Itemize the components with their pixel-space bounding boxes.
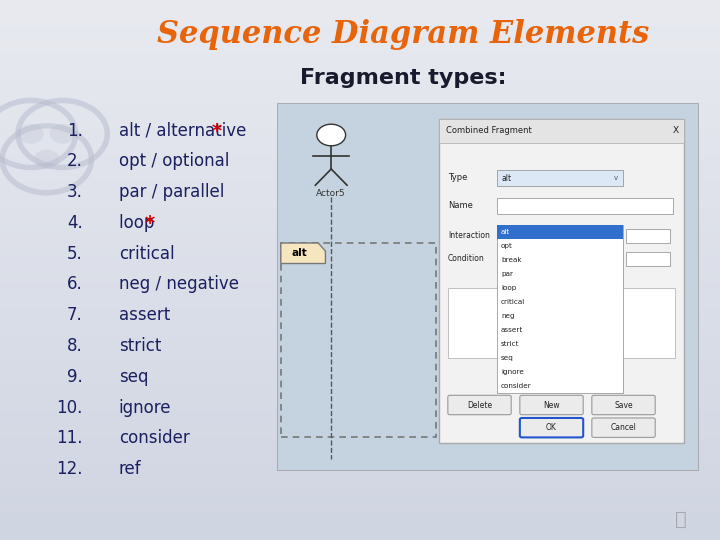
FancyBboxPatch shape — [448, 395, 511, 415]
Text: 2.: 2. — [67, 152, 83, 170]
FancyBboxPatch shape — [520, 395, 583, 415]
Text: neg: neg — [501, 313, 515, 319]
Text: alt: alt — [501, 228, 510, 235]
Text: 6.: 6. — [67, 275, 83, 293]
Text: consider: consider — [501, 383, 532, 389]
Text: 7.: 7. — [67, 306, 83, 324]
Text: Delete: Delete — [467, 401, 492, 409]
Text: Interaction: Interaction — [448, 231, 490, 240]
FancyBboxPatch shape — [277, 103, 698, 470]
FancyBboxPatch shape — [448, 288, 675, 358]
Text: Combined Fragment: Combined Fragment — [446, 126, 532, 135]
Text: seq: seq — [119, 368, 148, 386]
Polygon shape — [281, 243, 325, 264]
FancyBboxPatch shape — [439, 119, 684, 143]
Text: OK: OK — [546, 423, 557, 432]
Text: 11.: 11. — [56, 429, 83, 447]
Text: assert: assert — [119, 306, 170, 324]
Text: alt: alt — [501, 174, 511, 183]
Text: ref: ref — [119, 460, 141, 478]
FancyBboxPatch shape — [592, 395, 655, 415]
FancyBboxPatch shape — [439, 119, 684, 443]
Text: New: New — [543, 401, 560, 409]
Text: Sequence Diagram Elements: Sequence Diagram Elements — [157, 19, 649, 50]
Text: 5.: 5. — [67, 245, 83, 262]
Text: Cancel: Cancel — [611, 423, 636, 432]
Text: Type: Type — [448, 173, 467, 182]
Text: loop: loop — [119, 214, 159, 232]
Text: strict: strict — [119, 337, 161, 355]
Text: par: par — [501, 271, 513, 277]
Text: 4.: 4. — [67, 214, 83, 232]
Text: alt / alternative: alt / alternative — [119, 122, 251, 139]
Text: X: X — [672, 126, 678, 135]
Text: opt / optional: opt / optional — [119, 152, 229, 170]
FancyBboxPatch shape — [497, 170, 623, 186]
Text: critical: critical — [119, 245, 174, 262]
FancyBboxPatch shape — [497, 198, 673, 214]
FancyBboxPatch shape — [626, 229, 670, 243]
FancyBboxPatch shape — [520, 418, 583, 437]
Text: critical: critical — [501, 299, 526, 305]
Circle shape — [18, 124, 44, 144]
Circle shape — [50, 124, 76, 144]
Text: 🔊: 🔊 — [675, 510, 686, 529]
Text: alt: alt — [292, 248, 307, 258]
Text: Actor5: Actor5 — [316, 189, 346, 198]
Text: ignore: ignore — [119, 399, 171, 416]
FancyBboxPatch shape — [497, 225, 623, 239]
Text: seq: seq — [501, 355, 514, 361]
Text: Save: Save — [614, 401, 633, 409]
Text: Fragment types:: Fragment types: — [300, 68, 506, 87]
FancyBboxPatch shape — [592, 418, 655, 437]
Text: Name: Name — [448, 201, 473, 210]
Text: break: break — [501, 256, 522, 263]
Text: 1.: 1. — [67, 122, 83, 139]
Text: *: * — [145, 214, 155, 233]
Text: opt: opt — [501, 242, 513, 249]
Circle shape — [317, 124, 346, 146]
Text: strict: strict — [501, 341, 520, 347]
Text: 8.: 8. — [67, 337, 83, 355]
Text: 9.: 9. — [67, 368, 83, 386]
Circle shape — [34, 150, 60, 169]
Text: loop: loop — [501, 285, 516, 291]
Text: Condition: Condition — [448, 254, 485, 262]
Text: *: * — [212, 122, 222, 140]
Text: 12.: 12. — [56, 460, 83, 478]
Text: 3.: 3. — [67, 183, 83, 201]
Text: consider: consider — [119, 429, 189, 447]
Text: par / parallel: par / parallel — [119, 183, 224, 201]
Text: neg / negative: neg / negative — [119, 275, 239, 293]
Text: 10.: 10. — [56, 399, 83, 416]
Text: assert: assert — [501, 327, 523, 333]
FancyBboxPatch shape — [497, 225, 623, 393]
FancyBboxPatch shape — [626, 252, 670, 266]
Text: ignore: ignore — [501, 369, 524, 375]
Text: v: v — [613, 175, 618, 181]
